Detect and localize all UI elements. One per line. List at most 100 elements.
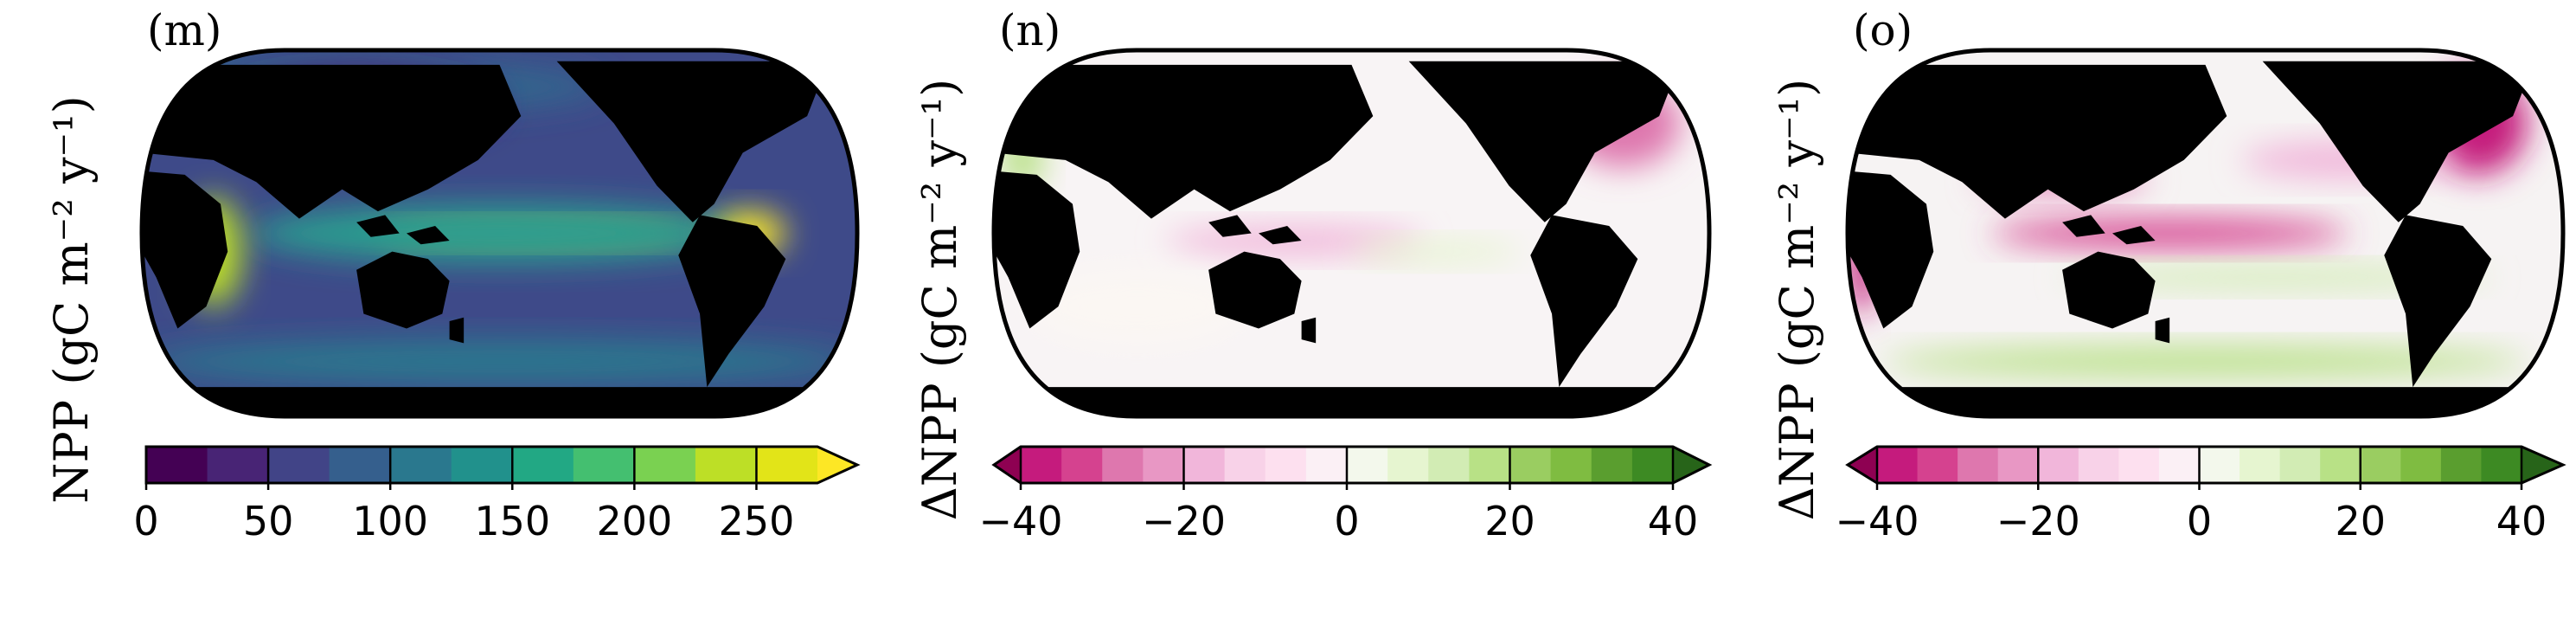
colorbar-segment <box>146 447 208 483</box>
land <box>356 251 450 329</box>
colorbar-segment <box>2481 447 2522 483</box>
colorbar-segment <box>1183 447 1226 483</box>
colorbar-segment <box>1631 447 1674 483</box>
y-axis-label: NPP (gC m⁻² y⁻¹) <box>44 95 99 503</box>
colorbar-segment <box>1347 447 1388 483</box>
colorbar-segment <box>1224 447 1266 483</box>
colorbar-tick-label: −20 <box>1142 498 1226 544</box>
colorbar-segment <box>1469 447 1510 483</box>
ocean-field <box>1883 346 2528 377</box>
land <box>2262 61 2534 222</box>
map-outline <box>1845 48 2566 419</box>
land <box>994 387 1709 416</box>
colorbar-segment <box>390 447 452 483</box>
land <box>449 317 465 344</box>
colorbar-tick-label: 0 <box>1334 498 1359 544</box>
colorbar-segment <box>1265 447 1307 483</box>
colorbar-segment <box>1021 447 1062 483</box>
colorbar-segment <box>2078 447 2119 483</box>
panel-label: (m) <box>147 5 221 55</box>
colorbar-extend-min <box>1848 447 1877 483</box>
map-outline <box>991 48 1712 419</box>
land <box>1530 215 1638 388</box>
ocean-field <box>1351 240 1523 263</box>
colorbar-segment <box>1958 447 1999 483</box>
land <box>1258 226 1302 245</box>
panel: (m) NPP (gC m⁻² y⁻¹) 0 50 100 150 200 250 <box>44 5 861 544</box>
colorbar-tick-label: 0 <box>133 498 158 544</box>
colorbar-segment <box>1877 447 1919 483</box>
colorbar-segment <box>1102 447 1144 483</box>
colorbar-segment <box>695 447 757 483</box>
colorbar-tick-label: 200 <box>596 498 672 544</box>
ocean-field <box>249 203 750 263</box>
colorbar-segment <box>2240 447 2281 483</box>
map <box>1848 50 2563 416</box>
colorbar-tick-label: 20 <box>2335 498 2386 544</box>
colorbar-segment <box>2360 447 2401 483</box>
land <box>356 215 400 237</box>
map <box>142 50 857 416</box>
colorbar-tick-label: −40 <box>978 498 1062 544</box>
land <box>406 226 450 245</box>
land <box>2111 226 2156 245</box>
colorbar-segment <box>1917 447 1958 483</box>
colorbar-segment <box>756 447 818 483</box>
panel-label: (o) <box>1853 5 1913 55</box>
colorbar-extend-min <box>994 447 1021 483</box>
colorbar-segment <box>2199 447 2240 483</box>
land <box>1848 171 1934 329</box>
land <box>1301 317 1317 344</box>
land <box>1848 64 2227 219</box>
land <box>2062 215 2105 237</box>
colorbar-segment <box>207 447 269 483</box>
colorbar-segment <box>2118 447 2160 483</box>
land <box>2062 251 2156 329</box>
land <box>1208 251 1302 329</box>
colorbar-tick-label: −40 <box>1835 498 1919 544</box>
colorbar-extend-max <box>2522 447 2563 483</box>
land <box>678 215 786 388</box>
colorbar-segment <box>1061 447 1103 483</box>
land <box>2384 215 2492 388</box>
ocean-field <box>1029 269 1245 344</box>
colorbar-segment <box>634 447 696 483</box>
colorbar-segment <box>512 447 574 483</box>
colorbar-segment <box>2279 447 2321 483</box>
colorbar-segment <box>2320 447 2361 483</box>
colorbar-segment <box>1143 447 1184 483</box>
ocean-field <box>142 339 857 383</box>
colorbar-segment <box>573 447 635 483</box>
land <box>2155 317 2170 344</box>
colorbar-tick-label: 50 <box>243 498 294 544</box>
y-axis-label: ΔNPP (gC m⁻² y⁻¹) <box>913 79 967 520</box>
colorbar-segment <box>1550 447 1592 483</box>
colorbar-segment <box>2400 447 2442 483</box>
colorbar-segment <box>329 447 391 483</box>
colorbar-segment <box>2158 447 2200 483</box>
colorbar-segment <box>1509 447 1552 483</box>
colorbar-segment <box>268 447 330 483</box>
colorbar-tick-label: 150 <box>474 498 550 544</box>
colorbar-segment <box>1997 447 2039 483</box>
colorbar-segment <box>1591 447 1633 483</box>
ocean-field <box>2062 266 2492 288</box>
colorbar-tick-label: 40 <box>2496 498 2547 544</box>
ocean-field <box>1990 218 2349 248</box>
land <box>142 171 228 329</box>
colorbar-extend-max <box>1673 447 1709 483</box>
map <box>994 50 1709 416</box>
panel-label: (n) <box>999 5 1061 55</box>
colorbar-tick-label: 40 <box>1648 498 1699 544</box>
y-axis-label: ΔNPP (gC m⁻² y⁻¹) <box>1770 79 1824 520</box>
land <box>1208 215 1252 237</box>
land <box>142 387 857 416</box>
colorbar-segment <box>1305 447 1348 483</box>
panel: (n) ΔNPP (gC m⁻² y⁻¹)−40 −20 0 20 40 <box>913 5 1713 544</box>
colorbar-extend-max <box>817 447 857 483</box>
panel: (o) ΔNPP (gC m⁻² y⁻¹)−40 −20 0 20 40 <box>1770 5 2566 544</box>
colorbar-tick-label: 250 <box>719 498 795 544</box>
land <box>994 171 1080 329</box>
colorbar-tick-label: 20 <box>1484 498 1535 544</box>
